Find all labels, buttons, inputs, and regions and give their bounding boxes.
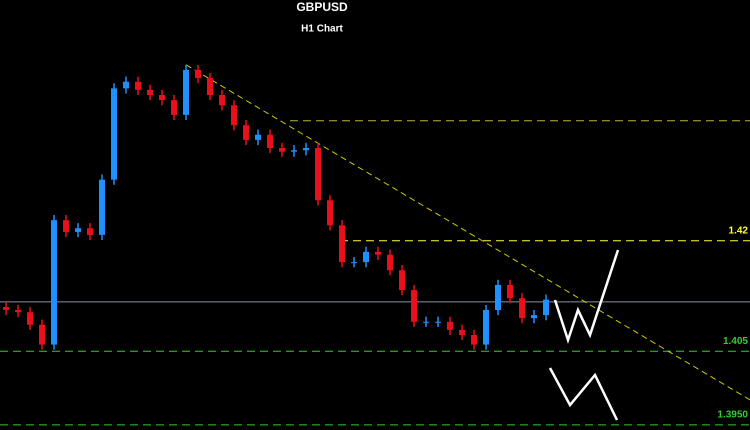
- candle-body: [15, 309, 21, 313]
- trendline: [185, 64, 750, 401]
- candle-body: [3, 307, 9, 310]
- candle-body: [327, 200, 333, 226]
- candle-body: [303, 147, 309, 151]
- candle-body: [99, 179, 105, 235]
- candle-body: [255, 134, 261, 140]
- candle-body: [267, 134, 273, 148]
- candle-body: [435, 321, 441, 323]
- candle-body: [387, 254, 393, 271]
- candle-body: [219, 94, 225, 106]
- candle-body: [87, 228, 93, 235]
- candle-body: [183, 69, 189, 115]
- candle-body: [471, 335, 477, 345]
- candle-body: [411, 290, 417, 322]
- projection-arrow: [548, 367, 619, 421]
- candle-body: [75, 228, 81, 232]
- candle-body: [339, 225, 345, 263]
- candle-body: [147, 89, 153, 95]
- level-label: 1.405: [723, 336, 748, 347]
- candle-body: [495, 284, 501, 310]
- candle-body: [315, 147, 321, 201]
- candle-body: [231, 105, 237, 126]
- candle-body: [123, 81, 129, 89]
- projection-arrow: [553, 249, 620, 344]
- candle-body: [63, 220, 69, 232]
- candle-body: [135, 81, 141, 90]
- candle-body: [519, 298, 525, 319]
- candle-body: [111, 88, 117, 180]
- candle-body: [51, 220, 57, 345]
- chart-title: GBPUSD: [296, 0, 348, 14]
- candle-body: [291, 150, 297, 152]
- candle-body: [375, 251, 381, 255]
- candle-body: [507, 284, 513, 299]
- candle-body: [243, 125, 249, 140]
- candle-body: [159, 94, 165, 101]
- level-label: 1.3950: [717, 409, 748, 420]
- candle-body: [399, 270, 405, 291]
- level-label: 1.42: [729, 225, 749, 236]
- candle-body: [351, 262, 357, 264]
- candle-body: [543, 299, 549, 316]
- candle-body: [423, 321, 429, 323]
- candle-body: [279, 147, 285, 152]
- candle-body: [459, 329, 465, 336]
- candle-body: [39, 324, 45, 345]
- candle-body: [363, 251, 369, 263]
- candle-body: [447, 321, 453, 330]
- candle-body: [27, 312, 33, 325]
- candle-body: [207, 78, 213, 95]
- candle-body: [483, 309, 489, 345]
- candle-body: [195, 69, 201, 79]
- candle-body: [171, 100, 177, 115]
- chart-subtitle: H1 Chart: [301, 24, 343, 35]
- candle-body: [531, 315, 537, 319]
